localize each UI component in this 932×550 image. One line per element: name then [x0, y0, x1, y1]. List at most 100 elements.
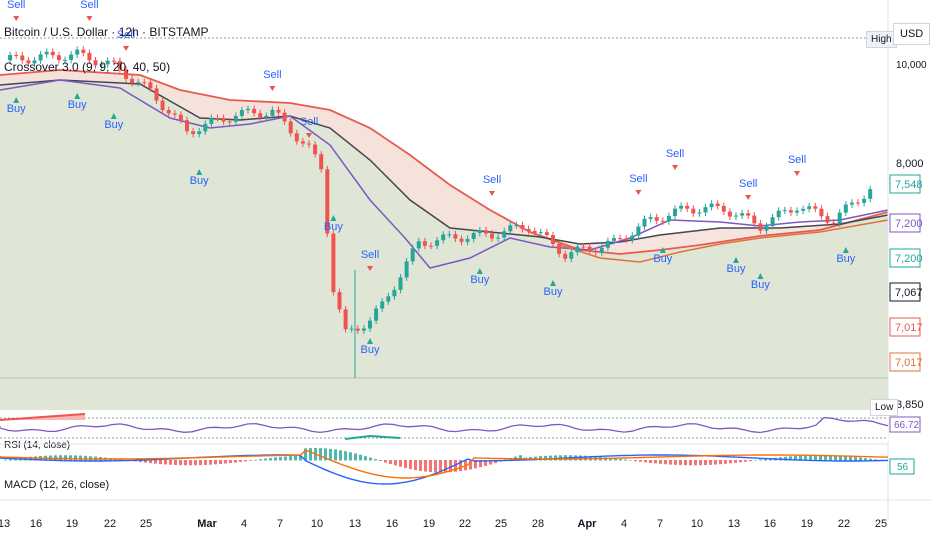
price-badge-text: 7,200: [895, 218, 923, 230]
macd-histogram-bar: [579, 455, 582, 461]
x-tick-label: 19: [66, 518, 78, 530]
candle-body: [721, 206, 726, 212]
candle-body: [313, 144, 318, 155]
macd-histogram-bar: [739, 460, 742, 463]
indicator-label[interactable]: Crossover 3.0 (9, 9, 20, 40, 50): [4, 60, 171, 74]
macd-value: 56: [897, 462, 909, 473]
macd-histogram-bar: [614, 458, 617, 461]
ma-base-line: [559, 219, 889, 263]
macd-histogram-bar: [754, 459, 757, 461]
candle-body: [508, 225, 513, 232]
candle-body: [593, 250, 598, 253]
macd-histogram-bar: [834, 455, 837, 461]
macd-histogram-bar: [384, 460, 387, 463]
macd-histogram-bar: [199, 460, 202, 466]
macd-histogram-bar: [679, 460, 682, 466]
candle-body: [69, 54, 74, 60]
macd-histogram-bar: [364, 456, 367, 461]
macd-histogram-bar: [324, 448, 327, 461]
macd-histogram-bar: [684, 460, 687, 466]
candle-body: [624, 238, 629, 240]
x-tick-label: 25: [875, 518, 887, 530]
candle-body: [599, 247, 604, 253]
candle-body: [758, 223, 763, 231]
candle-body: [368, 320, 372, 329]
candle-body: [581, 246, 586, 248]
candle-body: [209, 117, 214, 124]
macd-histogram-bar: [424, 460, 427, 472]
macd-histogram-bar: [64, 455, 67, 461]
macd-histogram-bar: [474, 460, 477, 469]
macd-histogram-bar: [4, 459, 7, 461]
candle-body: [227, 121, 232, 123]
candle-body: [111, 60, 116, 62]
macd-histogram-bar: [714, 460, 717, 465]
sell-signal-label: Sell: [629, 173, 647, 185]
macd-label[interactable]: MACD (12, 26, close): [4, 479, 110, 491]
macd-histogram-bar: [669, 460, 672, 465]
macd-histogram-bar: [744, 460, 747, 462]
candle-body: [746, 213, 751, 216]
candle-body: [453, 234, 458, 239]
candle-body: [14, 55, 19, 57]
candle-body: [740, 213, 745, 216]
low-label: Low: [870, 399, 899, 416]
candle-body: [703, 207, 708, 213]
macd-histogram-bar: [694, 460, 697, 466]
candle-body: [239, 110, 244, 116]
sell-arrow-icon: [123, 46, 129, 51]
macd-histogram-bar: [389, 460, 392, 465]
sell-arrow-icon: [367, 266, 373, 271]
candle-body: [374, 308, 379, 321]
buy-signal-label: Buy: [836, 253, 855, 265]
candle-body: [148, 82, 153, 89]
currency-button[interactable]: USD: [893, 23, 931, 45]
sell-arrow-icon: [635, 190, 642, 195]
candle-body: [221, 118, 226, 122]
macd-histogram-bar: [839, 455, 842, 461]
candle-body: [679, 205, 684, 209]
macd-histogram-bar: [844, 456, 847, 461]
macd-histogram-bar: [379, 460, 382, 462]
candle-body: [691, 208, 696, 214]
macd-histogram-bar: [149, 460, 152, 464]
price-badge: [889, 282, 921, 302]
buy-signal-label: Buy: [190, 175, 209, 187]
candle-body: [26, 60, 31, 64]
macd-histogram-bar: [704, 460, 707, 466]
macd-histogram-bar: [259, 459, 262, 461]
x-tick-label: 22: [838, 518, 850, 530]
macd-histogram-bar: [674, 460, 677, 465]
buy-arrow-icon: [110, 113, 117, 119]
sell-arrow-icon: [306, 133, 312, 138]
macd-histogram-bar: [519, 455, 522, 461]
candle-body: [752, 215, 757, 224]
candle-body: [630, 235, 635, 240]
candle-body: [435, 240, 440, 246]
buy-arrow-icon: [659, 247, 666, 253]
buy-signal-label: Buy: [68, 99, 87, 111]
macd-histogram-bar: [659, 460, 662, 464]
macd-histogram-bar: [329, 448, 332, 461]
candle-body: [587, 246, 592, 251]
candle-body: [319, 154, 324, 170]
macd-histogram-bar: [359, 454, 362, 461]
candle-body: [331, 233, 336, 293]
candle-body: [349, 328, 354, 330]
macd-histogram-bar: [749, 460, 752, 462]
macd-histogram-bar: [494, 460, 497, 464]
sell-signal-label: Sell: [7, 0, 25, 11]
buy-signal-label: Buy: [470, 274, 489, 286]
macd-histogram-bar: [644, 460, 647, 463]
candle-body: [776, 210, 781, 218]
candle-body: [20, 55, 25, 61]
macd-histogram-bar: [239, 460, 242, 462]
candle-body: [276, 109, 281, 113]
candle-body: [538, 232, 543, 234]
buy-signal-label: Buy: [104, 119, 123, 131]
macd-histogram-bar: [194, 460, 197, 466]
sell-signal-label: Sell: [117, 29, 135, 41]
macd-histogram-bar: [409, 460, 412, 470]
candle-body: [685, 205, 690, 209]
